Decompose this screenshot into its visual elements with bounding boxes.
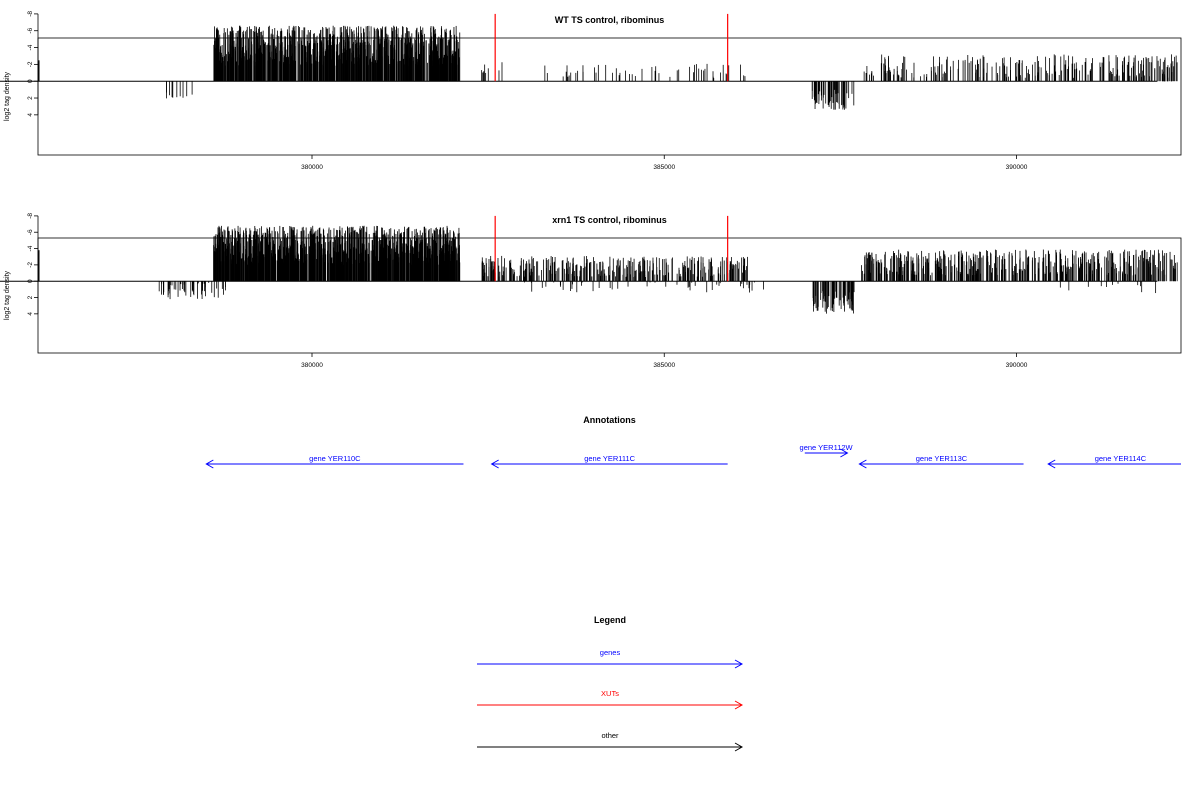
legend-item: XUTs (477, 689, 744, 710)
arrow-head (734, 659, 744, 669)
feature-label: gene YER111C (584, 454, 635, 463)
density-bars (38, 225, 1178, 314)
y-tick-label: -4 (27, 245, 34, 251)
y-tick-label: 2 (27, 96, 34, 100)
legend-item: other (477, 731, 744, 752)
y-tick-label: 2 (27, 295, 34, 299)
y-tick-label: -6 (27, 27, 34, 33)
feature-arrow (490, 459, 728, 469)
legend-arrow (477, 700, 744, 710)
arrow-head (734, 742, 744, 752)
plot-frame (37, 37, 1182, 156)
legend-label: XUTs (601, 689, 619, 698)
track-panel-1: WT TS control, ribominus420-2-4-6-8log2 … (0, 11, 1182, 171)
density-bars (38, 25, 1178, 110)
feature-label: gene YER114C (1095, 454, 1147, 463)
x-tick-label: 390000 (1006, 164, 1028, 171)
feature-label: gene YER112W (800, 443, 854, 452)
y-axis-label: log2 tag density (4, 71, 11, 121)
panel-title: WT TS control, ribominus (555, 15, 665, 25)
legend-arrow (477, 659, 744, 669)
arrow-head (858, 459, 867, 469)
x-tick-label: 385000 (653, 362, 675, 369)
annotations-title: Annotations (583, 415, 636, 425)
y-tick-label: -8 (27, 11, 34, 17)
track-panel-2: xrn1 TS control, ribominus420-2-4-6-8log… (0, 213, 1182, 369)
x-tick-label: 380000 (301, 164, 323, 171)
x-tick-label: 380000 (301, 362, 323, 369)
feature-arrow (1047, 459, 1181, 469)
panel-title: xrn1 TS control, ribominus (552, 215, 667, 225)
y-tick-label: -2 (27, 262, 34, 268)
arrow-head (1047, 459, 1056, 469)
y-axis-label: log2 tag density (4, 270, 11, 320)
y-tick-label: 4 (27, 113, 34, 117)
arrow-head (734, 700, 744, 710)
legend-label: other (601, 731, 619, 740)
legend-label: genes (600, 648, 621, 657)
y-tick-label: -6 (27, 229, 34, 235)
y-tick-label: -2 (27, 61, 34, 67)
legend-title: Legend (594, 615, 626, 625)
feature-arrow (858, 459, 1024, 469)
x-tick-label: 385000 (653, 164, 675, 171)
y-tick-label: -4 (27, 44, 34, 50)
feature-arrow (205, 459, 464, 469)
legend-arrow (477, 742, 744, 752)
arrow-head (490, 459, 499, 469)
arrow-head (205, 459, 214, 469)
feature-arrow (804, 448, 849, 458)
feature-label: gene YER113C (916, 454, 968, 463)
legend: Legend genes XUTs other (477, 615, 744, 752)
legend-item: genes (477, 648, 744, 669)
arrow-head (840, 448, 849, 458)
feature-label: gene YER110C (309, 454, 361, 463)
y-tick-label: -8 (27, 213, 34, 219)
y-tick-label: 4 (27, 312, 34, 316)
x-tick-label: 390000 (1006, 362, 1028, 369)
